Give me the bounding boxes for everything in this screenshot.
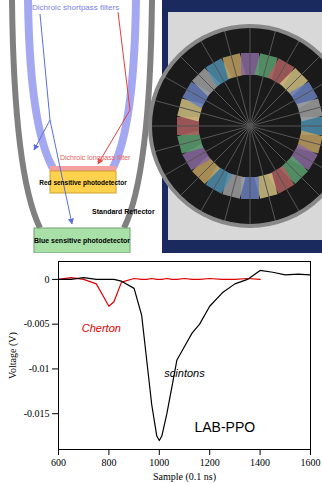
svg-text:Dichroic shortpass filters: Dichroic shortpass filters [32, 3, 119, 12]
svg-text:Voltage (V): Voltage (V) [7, 332, 19, 379]
svg-text:Blue sensitive photodetector: Blue sensitive photodetector [34, 237, 130, 245]
svg-text:Cherton: Cherton [82, 322, 121, 334]
svg-text:Standard Reflector: Standard Reflector [92, 208, 155, 215]
svg-text:600: 600 [51, 457, 66, 468]
svg-text:1200: 1200 [200, 457, 220, 468]
svg-text:1000: 1000 [149, 457, 169, 468]
svg-text:1400: 1400 [250, 457, 270, 468]
svg-text:Dichroic longpass filter: Dichroic longpass filter [60, 154, 131, 162]
svg-text:-0.005: -0.005 [24, 318, 50, 329]
svg-text:-0.01: -0.01 [29, 363, 50, 374]
svg-text:scintons: scintons [164, 367, 205, 379]
svg-text:-0.015: -0.015 [24, 408, 50, 419]
svg-text:Red sensitive photodetector: Red sensitive photodetector [39, 179, 127, 187]
svg-text:Sample (0.1 ns): Sample (0.1 ns) [153, 471, 216, 483]
svg-text:800: 800 [101, 457, 116, 468]
svg-text:0: 0 [45, 274, 50, 285]
svg-text:1600: 1600 [301, 457, 321, 468]
svg-text:LAB-PPO: LAB-PPO [194, 419, 255, 435]
